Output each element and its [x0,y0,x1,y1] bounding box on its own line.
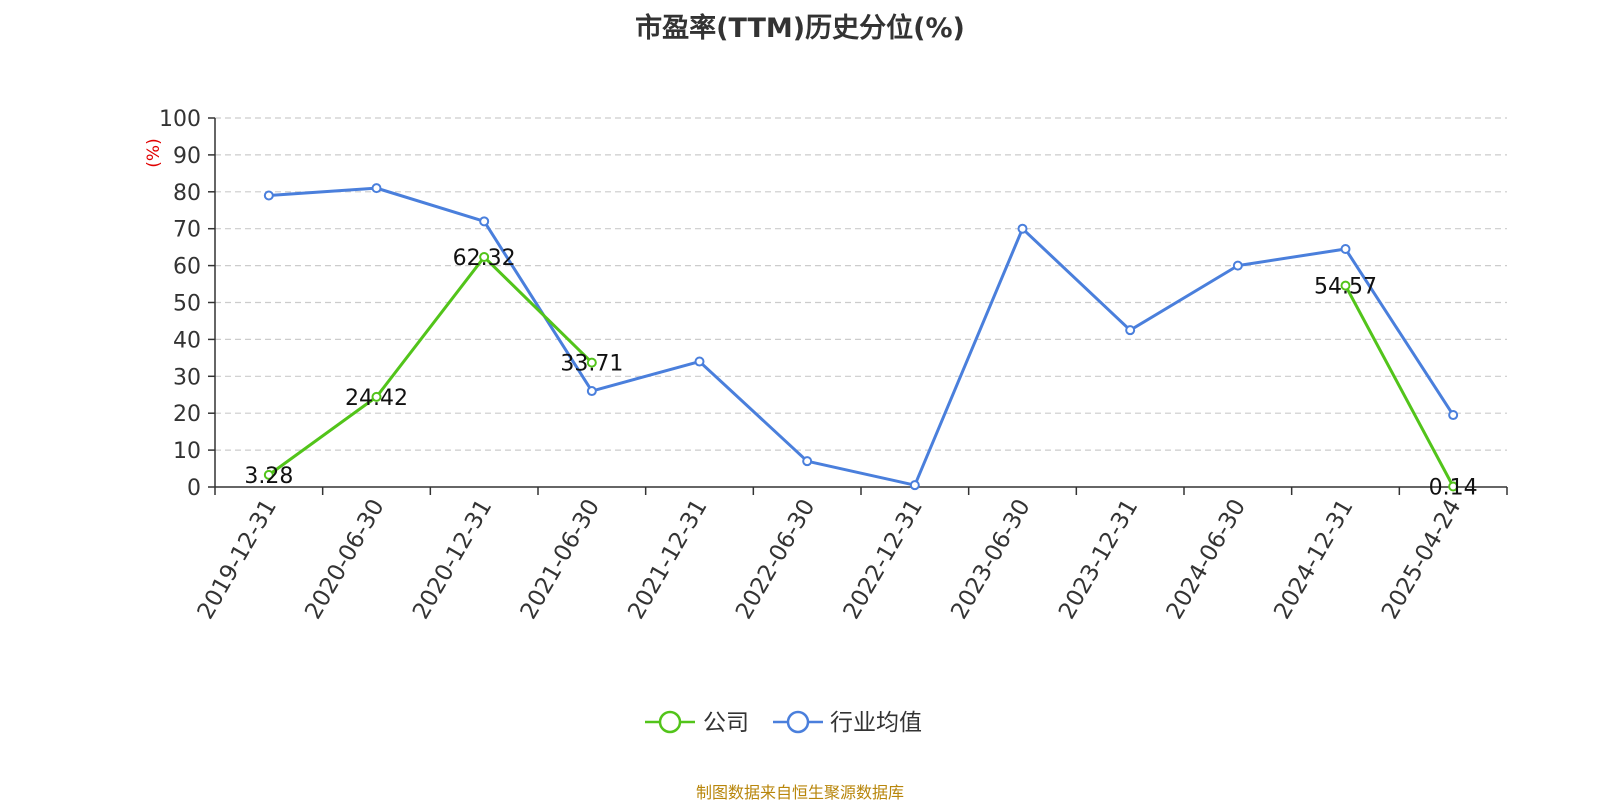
x-tick-label: 2021-06-30 [516,495,605,624]
data-label: 24.42 [345,386,408,411]
legend-label: 公司 [703,710,749,736]
x-tick-label: 2023-12-31 [1054,495,1143,624]
y-tick-label: 100 [159,107,201,132]
data-point [586,386,597,397]
x-tick-label: 2021-12-31 [623,495,712,624]
series-lines [263,183,1459,492]
x-tick-label: 2022-12-31 [839,495,928,624]
data-point [802,456,813,467]
x-tick-label: 2025-04-24 [1377,495,1466,624]
y-tick-label: 40 [173,328,201,353]
data-point [1017,223,1028,234]
legend-marker [786,710,810,734]
data-point [263,469,274,480]
legend: 公司 行业均值 [645,710,922,736]
x-tick-label: 2024-06-30 [1162,495,1251,624]
y-tick-label: 80 [173,181,201,206]
data-point [1125,325,1136,336]
data-point [371,391,382,402]
data-point [1232,260,1243,271]
legend-label: 行业均值 [830,710,922,736]
series-line-0 [267,255,593,477]
data-label: 33.71 [560,352,623,377]
y-tick-label: 50 [173,292,201,317]
y-tick-label: 30 [173,365,201,390]
data-point [1448,481,1459,492]
data-point [371,183,382,194]
data-point [909,480,920,491]
x-tick-label: 2024-12-31 [1269,495,1358,624]
data-point [1340,243,1351,254]
data-label: 3.28 [244,464,293,489]
data-point [586,357,597,368]
series-line-1 [268,186,1455,487]
x-tick-label: 2023-06-30 [946,495,1035,624]
data-label: 54.57 [1314,275,1377,300]
data-point [263,190,274,201]
x-tick-label: 2020-06-30 [300,495,389,624]
legend-marker [658,710,682,734]
x-tick-label: 2020-12-31 [408,495,497,624]
data-label: 0.14 [1429,475,1478,500]
data-labels: 3.28 24.42 62.32 33.71 54.57 0.14 [244,246,1477,500]
y-tick-label: 10 [173,439,201,464]
grid-lines [215,117,1507,451]
data-point [1340,280,1351,291]
y-tick-label: 20 [173,402,201,427]
y-tick-label: 0 [187,476,201,501]
x-tick-label: 2019-12-31 [193,495,282,624]
source-note: 制图数据来自恒生聚源数据库 [695,783,904,802]
y-tick-label: 90 [173,144,201,169]
data-point [694,356,705,367]
y-tick-label: 60 [173,255,201,280]
y-axis-label: (%) [144,138,164,167]
data-point [1448,410,1459,421]
data-point [479,216,490,227]
x-tick-label: 2022-06-30 [731,495,820,624]
chart-title: 市盈率(TTM)历史分位(%) [635,13,965,44]
data-label: 62.32 [453,246,516,271]
y-tick-label: 70 [173,218,201,243]
data-point [479,252,490,263]
series-line-0 [1344,284,1455,488]
